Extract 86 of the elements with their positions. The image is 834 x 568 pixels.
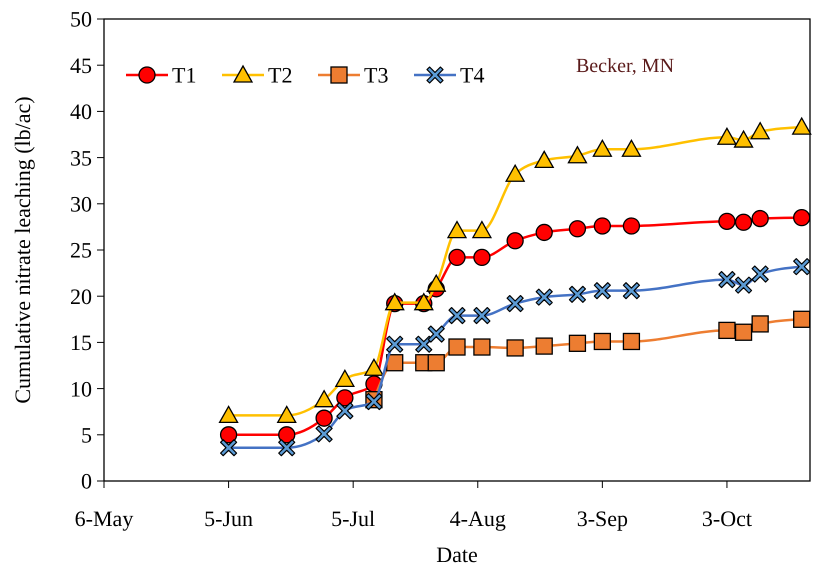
legend-label: T2 — [268, 62, 292, 88]
point — [536, 224, 553, 242]
point — [592, 140, 612, 157]
point — [622, 332, 640, 350]
point — [426, 274, 446, 292]
y-axis-title: Cumulative nitrate leaching (lb/ac) — [10, 96, 35, 404]
point — [534, 150, 554, 168]
point — [622, 140, 642, 157]
point — [448, 248, 466, 266]
point — [568, 286, 586, 303]
point — [336, 389, 354, 406]
point — [792, 117, 812, 135]
point — [506, 232, 524, 250]
point — [793, 258, 810, 276]
y-tick-label: 25 — [70, 238, 92, 263]
point — [220, 439, 238, 456]
point — [278, 439, 296, 456]
point — [718, 212, 736, 230]
point — [473, 248, 491, 266]
point — [752, 210, 769, 228]
point — [447, 220, 467, 238]
point — [594, 217, 612, 235]
point — [734, 214, 752, 231]
point — [793, 209, 810, 226]
point — [336, 402, 354, 420]
point — [718, 270, 736, 288]
point — [220, 426, 238, 444]
point — [335, 370, 355, 388]
point — [473, 338, 491, 356]
point — [314, 390, 334, 408]
point — [473, 307, 491, 324]
x-tick-label: 5-Jul — [331, 506, 376, 531]
y-tick-label: 50 — [70, 6, 92, 32]
point — [277, 406, 296, 424]
y-tick-label: 45 — [70, 52, 92, 78]
x-axis-title: Date — [436, 542, 478, 567]
point — [536, 337, 553, 355]
point — [752, 265, 769, 283]
y-tick-label: 0 — [81, 468, 92, 494]
x-tick-label: 3-Sep — [576, 506, 628, 531]
point — [448, 307, 466, 324]
point — [717, 128, 737, 145]
y-tick-label: 20 — [70, 284, 92, 309]
point — [506, 339, 524, 357]
point — [428, 354, 445, 372]
y-tick-label: 35 — [70, 145, 92, 170]
point — [568, 220, 586, 238]
point — [536, 288, 553, 306]
point — [506, 294, 524, 312]
point — [568, 334, 586, 352]
point — [315, 410, 333, 427]
legend-label: T1 — [172, 62, 196, 88]
point — [793, 310, 810, 328]
point — [568, 146, 588, 164]
x-tick-label: 4-Aug — [450, 506, 506, 531]
point — [505, 164, 525, 182]
point — [734, 324, 752, 341]
legend-label: T3 — [364, 62, 388, 88]
x-tick-label: 3-Oct — [702, 506, 752, 531]
point — [218, 406, 238, 424]
y-tick-label: 15 — [70, 330, 92, 356]
y-tick-label: 10 — [70, 376, 92, 402]
x-tick-label: 5-Jun — [204, 506, 254, 531]
point — [448, 338, 466, 356]
point — [752, 315, 769, 333]
point — [594, 282, 611, 300]
y-tick-label: 40 — [70, 99, 92, 124]
x-tick-label: 6-May — [74, 506, 134, 531]
point — [364, 358, 384, 376]
point — [472, 220, 492, 238]
y-tick-label: 30 — [70, 192, 92, 216]
point — [734, 130, 754, 148]
point — [428, 325, 445, 343]
point — [594, 332, 612, 350]
point — [750, 122, 770, 140]
point — [622, 217, 640, 235]
annotation: Becker, MN — [576, 55, 674, 77]
point — [718, 322, 736, 340]
point — [386, 354, 404, 372]
point — [278, 426, 296, 444]
point — [316, 425, 333, 442]
point — [622, 282, 640, 300]
point — [734, 276, 752, 294]
legend-label: T4 — [460, 62, 484, 88]
point — [386, 336, 404, 353]
y-tick-label: 5 — [81, 422, 92, 448]
